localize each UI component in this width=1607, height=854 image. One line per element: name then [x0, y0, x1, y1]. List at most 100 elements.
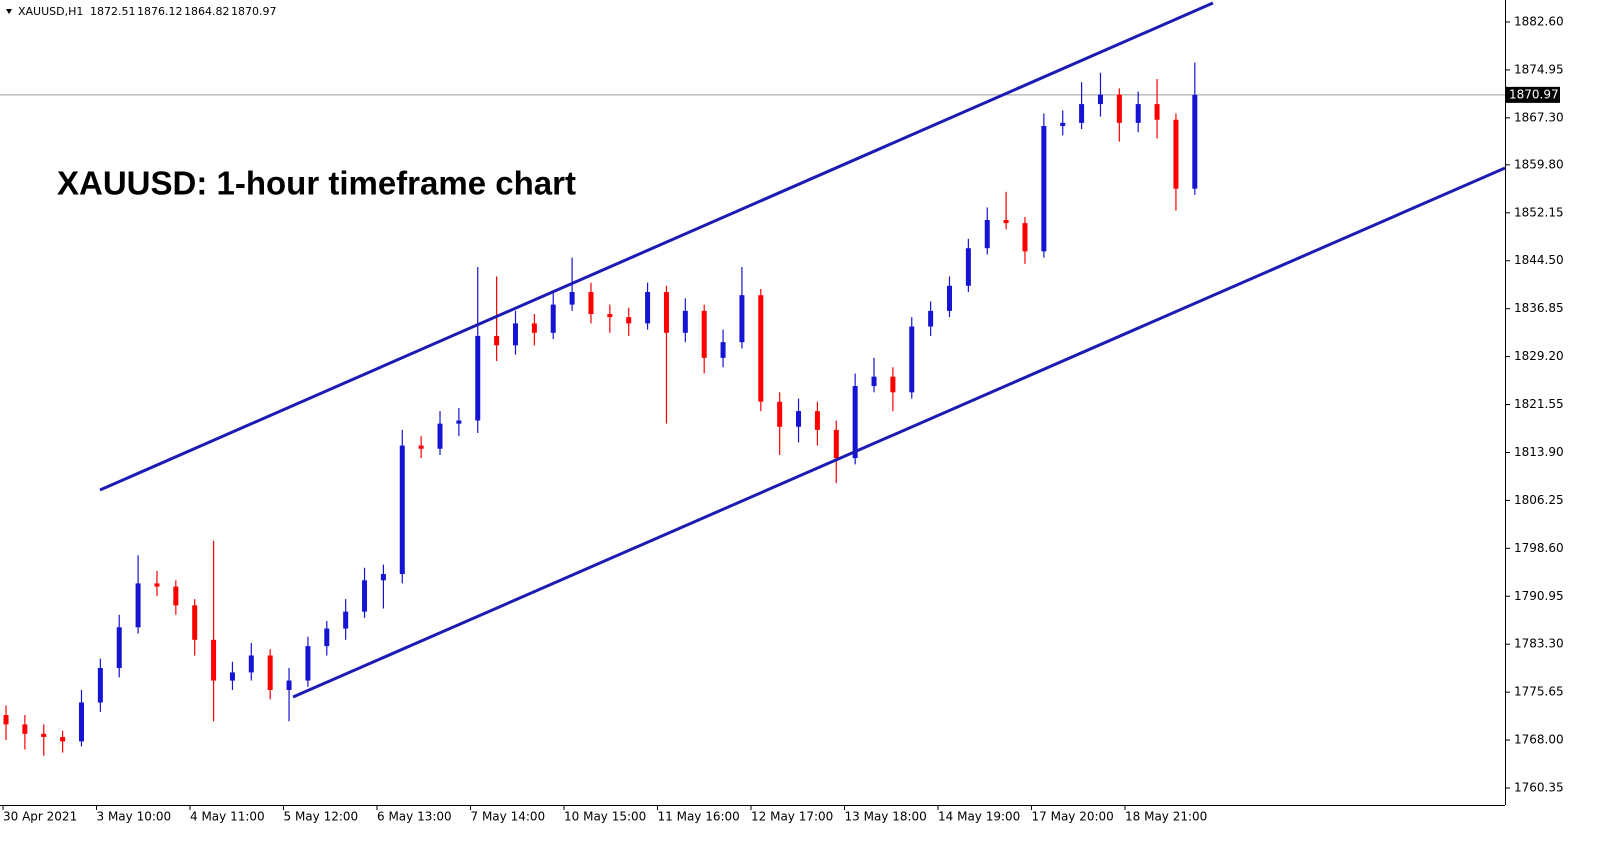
candle-body: [1060, 122, 1066, 127]
candle-body: [456, 420, 462, 424]
trendline: [292, 166, 1506, 699]
candle-body: [1003, 220, 1009, 224]
header-arrow: [6, 9, 12, 14]
candle-body: [720, 342, 726, 358]
y-tick-label: 1783.30: [1514, 637, 1564, 651]
candle-body: [645, 292, 651, 324]
y-tick-label: 1882.60: [1514, 14, 1564, 28]
y-tick-label: 1836.85: [1514, 301, 1564, 315]
y-tick-label: 1798.60: [1514, 541, 1564, 555]
y-tick-label: 1790.95: [1514, 589, 1564, 603]
y-tick-label: 1813.90: [1514, 445, 1564, 459]
candle-body: [965, 248, 971, 286]
candle-body: [833, 429, 839, 459]
candle-body: [852, 386, 858, 459]
candle-body: [248, 655, 254, 673]
y-tick-label: 1806.25: [1514, 493, 1564, 507]
candle-body: [267, 655, 273, 690]
x-tick-label: 7 May 14:00: [471, 810, 546, 824]
candle-body: [475, 335, 481, 421]
candle-body: [682, 310, 688, 333]
y-tick-label: 1852.15: [1514, 205, 1564, 219]
candle-body: [588, 292, 594, 314]
candle-body: [211, 639, 217, 681]
candle-body: [1116, 94, 1122, 123]
y-tick-label: 1867.30: [1514, 110, 1564, 124]
candle-body: [305, 646, 311, 681]
y-tick-label: 1874.95: [1514, 62, 1564, 76]
header-low: 1864.82: [184, 5, 230, 18]
candle-body: [1192, 94, 1198, 189]
candle-body: [229, 672, 235, 681]
candle-body: [380, 574, 386, 581]
candle-body: [1022, 223, 1028, 252]
candle-body: [947, 285, 952, 311]
candle-body: [512, 323, 518, 346]
x-tick-label: 3 May 10:00: [97, 810, 172, 824]
candle-body: [531, 323, 537, 333]
candle-body: [362, 580, 368, 612]
candle-body: [22, 724, 28, 734]
y-tick-label: 1768.00: [1514, 733, 1564, 747]
x-tick-label: 6 May 13:00: [377, 810, 452, 824]
candle-body: [286, 680, 292, 690]
candle-body: [909, 326, 915, 393]
y-tick-label: 1821.55: [1514, 397, 1564, 411]
candle-body: [796, 411, 802, 427]
x-tick-label: 30 Apr 2021: [3, 810, 77, 824]
y-tick-label: 1760.35: [1514, 781, 1564, 795]
x-tick-label: 14 May 19:00: [938, 810, 1020, 824]
x-tick-label: 13 May 18:00: [845, 810, 927, 824]
candle-body: [494, 335, 500, 346]
candle-body: [814, 411, 820, 430]
candle-body: [701, 310, 707, 358]
y-tick-label: 1775.65: [1514, 685, 1564, 699]
candle-body: [739, 295, 745, 343]
candle-body: [1154, 104, 1160, 120]
candle-body: [663, 292, 669, 333]
candle-body: [890, 376, 896, 393]
current-price-label: 1870.97: [1509, 87, 1559, 101]
candle-body: [60, 736, 66, 742]
candle-body: [607, 313, 613, 318]
candle-body: [192, 605, 198, 640]
x-tick-label: 4 May 11:00: [190, 810, 265, 824]
y-tick-label: 1859.80: [1514, 157, 1564, 171]
candle-body: [3, 715, 9, 725]
candle-body: [1173, 119, 1179, 189]
y-tick-label: 1829.20: [1514, 349, 1564, 363]
candle-body: [1079, 104, 1085, 123]
candle-body: [569, 292, 575, 305]
y-tick-label: 1844.50: [1514, 253, 1564, 267]
candle-body: [173, 586, 179, 606]
x-tick-label: 12 May 17:00: [751, 810, 833, 824]
x-tick-label: 5 May 12:00: [284, 810, 359, 824]
x-tick-label: 10 May 15:00: [564, 810, 646, 824]
x-tick-label: 17 May 20:00: [1032, 810, 1114, 824]
candle-body: [626, 317, 632, 324]
candle-body: [777, 401, 783, 427]
candle-body: [324, 628, 330, 647]
x-tick-label: 18 May 21:00: [1125, 810, 1207, 824]
candle-body: [154, 583, 160, 587]
candle-body: [1097, 94, 1103, 105]
candle-body: [928, 310, 934, 327]
candle-body: [437, 423, 443, 449]
candle-body: [984, 220, 990, 249]
candle-body: [1041, 126, 1047, 252]
header-symbol: XAUUSD,H1: [18, 5, 83, 18]
candle-body: [418, 445, 424, 449]
trendline: [99, 1, 1214, 492]
candle-body: [97, 668, 103, 703]
annotation: XAUUSD: 1-hour timeframe chart: [57, 165, 576, 202]
header-open: 1872.51: [90, 5, 136, 18]
header-high: 1876.12: [137, 5, 183, 18]
x-tick-label: 11 May 16:00: [658, 810, 740, 824]
candle-body: [135, 583, 141, 628]
header-close: 1870.97: [231, 5, 277, 18]
candle-body: [41, 733, 47, 737]
candle-body: [758, 295, 764, 402]
